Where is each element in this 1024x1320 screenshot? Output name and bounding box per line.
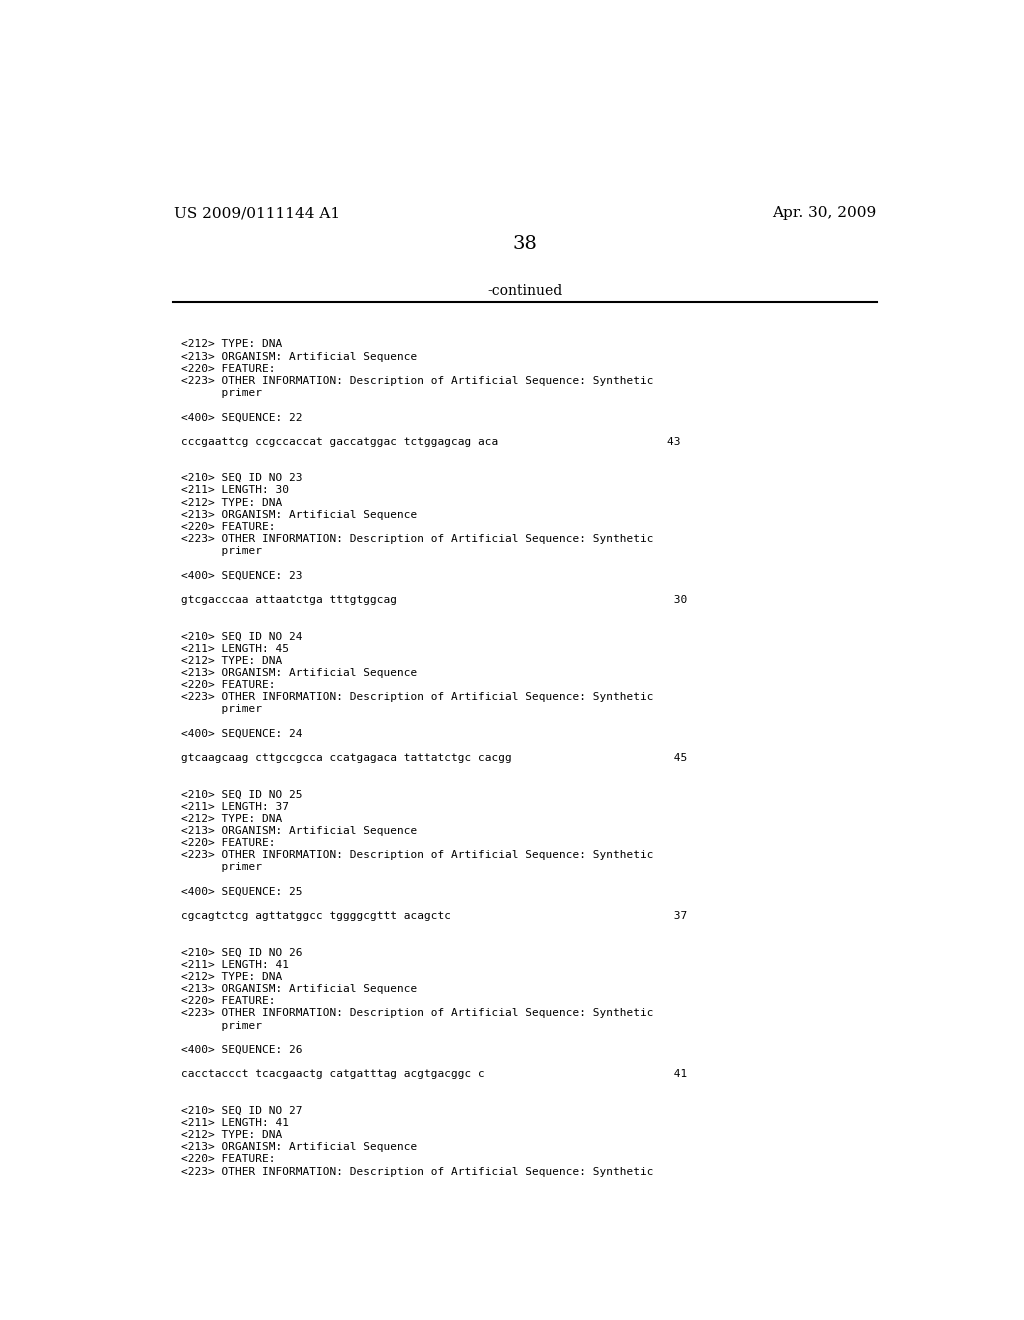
Text: <220> FEATURE:: <220> FEATURE: <box>180 521 275 532</box>
Text: <220> FEATURE:: <220> FEATURE: <box>180 838 275 849</box>
Text: -continued: -continued <box>487 284 562 298</box>
Text: <212> TYPE: DNA: <212> TYPE: DNA <box>180 1130 282 1140</box>
Text: <213> ORGANISM: Artificial Sequence: <213> ORGANISM: Artificial Sequence <box>180 826 417 836</box>
Text: <212> TYPE: DNA: <212> TYPE: DNA <box>180 498 282 507</box>
Text: <213> ORGANISM: Artificial Sequence: <213> ORGANISM: Artificial Sequence <box>180 510 417 520</box>
Text: cccgaattcg ccgccaccat gaccatggac tctggagcag aca                         43: cccgaattcg ccgccaccat gaccatggac tctggag… <box>180 437 680 446</box>
Text: <213> ORGANISM: Artificial Sequence: <213> ORGANISM: Artificial Sequence <box>180 668 417 678</box>
Text: gtcgacccaa attaatctga tttgtggcag                                         30: gtcgacccaa attaatctga tttgtggcag 30 <box>180 595 687 605</box>
Text: primer: primer <box>180 388 262 399</box>
Text: <400> SEQUENCE: 26: <400> SEQUENCE: 26 <box>180 1045 302 1055</box>
Text: <220> FEATURE:: <220> FEATURE: <box>180 364 275 374</box>
Text: <223> OTHER INFORMATION: Description of Artificial Sequence: Synthetic: <223> OTHER INFORMATION: Description of … <box>180 1008 653 1019</box>
Text: <223> OTHER INFORMATION: Description of Artificial Sequence: Synthetic: <223> OTHER INFORMATION: Description of … <box>180 692 653 702</box>
Text: <400> SEQUENCE: 25: <400> SEQUENCE: 25 <box>180 887 302 896</box>
Text: <220> FEATURE:: <220> FEATURE: <box>180 997 275 1006</box>
Text: <223> OTHER INFORMATION: Description of Artificial Sequence: Synthetic: <223> OTHER INFORMATION: Description of … <box>180 850 653 861</box>
Text: primer: primer <box>180 705 262 714</box>
Text: <211> LENGTH: 30: <211> LENGTH: 30 <box>180 486 289 495</box>
Text: <400> SEQUENCE: 24: <400> SEQUENCE: 24 <box>180 729 302 739</box>
Text: cacctaccct tcacgaactg catgatttag acgtgacggc c                            41: cacctaccct tcacgaactg catgatttag acgtgac… <box>180 1069 687 1080</box>
Text: <211> LENGTH: 37: <211> LENGTH: 37 <box>180 801 289 812</box>
Text: <212> TYPE: DNA: <212> TYPE: DNA <box>180 656 282 665</box>
Text: Apr. 30, 2009: Apr. 30, 2009 <box>772 206 877 220</box>
Text: <211> LENGTH: 41: <211> LENGTH: 41 <box>180 1118 289 1129</box>
Text: <212> TYPE: DNA: <212> TYPE: DNA <box>180 814 282 824</box>
Text: primer: primer <box>180 862 262 873</box>
Text: <223> OTHER INFORMATION: Description of Artificial Sequence: Synthetic: <223> OTHER INFORMATION: Description of … <box>180 376 653 385</box>
Text: <213> ORGANISM: Artificial Sequence: <213> ORGANISM: Artificial Sequence <box>180 1142 417 1152</box>
Text: <213> ORGANISM: Artificial Sequence: <213> ORGANISM: Artificial Sequence <box>180 351 417 362</box>
Text: <213> ORGANISM: Artificial Sequence: <213> ORGANISM: Artificial Sequence <box>180 985 417 994</box>
Text: <210> SEQ ID NO 25: <210> SEQ ID NO 25 <box>180 789 302 800</box>
Text: <210> SEQ ID NO 27: <210> SEQ ID NO 27 <box>180 1106 302 1115</box>
Text: <210> SEQ ID NO 26: <210> SEQ ID NO 26 <box>180 948 302 957</box>
Text: US 2009/0111144 A1: US 2009/0111144 A1 <box>174 206 341 220</box>
Text: <210> SEQ ID NO 23: <210> SEQ ID NO 23 <box>180 473 302 483</box>
Text: <223> OTHER INFORMATION: Description of Artificial Sequence: Synthetic: <223> OTHER INFORMATION: Description of … <box>180 535 653 544</box>
Text: <400> SEQUENCE: 23: <400> SEQUENCE: 23 <box>180 570 302 581</box>
Text: <220> FEATURE:: <220> FEATURE: <box>180 680 275 690</box>
Text: <211> LENGTH: 41: <211> LENGTH: 41 <box>180 960 289 970</box>
Text: <400> SEQUENCE: 22: <400> SEQUENCE: 22 <box>180 412 302 422</box>
Text: 38: 38 <box>512 235 538 253</box>
Text: <210> SEQ ID NO 24: <210> SEQ ID NO 24 <box>180 631 302 642</box>
Text: primer: primer <box>180 1020 262 1031</box>
Text: primer: primer <box>180 546 262 556</box>
Text: <223> OTHER INFORMATION: Description of Artificial Sequence: Synthetic: <223> OTHER INFORMATION: Description of … <box>180 1167 653 1176</box>
Text: gtcaagcaag cttgccgcca ccatgagaca tattatctgc cacgg                        45: gtcaagcaag cttgccgcca ccatgagaca tattatc… <box>180 752 687 763</box>
Text: cgcagtctcg agttatggcc tggggcgttt acagctc                                 37: cgcagtctcg agttatggcc tggggcgttt acagctc… <box>180 911 687 921</box>
Text: <212> TYPE: DNA: <212> TYPE: DNA <box>180 972 282 982</box>
Text: <220> FEATURE:: <220> FEATURE: <box>180 1155 275 1164</box>
Text: <212> TYPE: DNA: <212> TYPE: DNA <box>180 339 282 350</box>
Text: <211> LENGTH: 45: <211> LENGTH: 45 <box>180 644 289 653</box>
